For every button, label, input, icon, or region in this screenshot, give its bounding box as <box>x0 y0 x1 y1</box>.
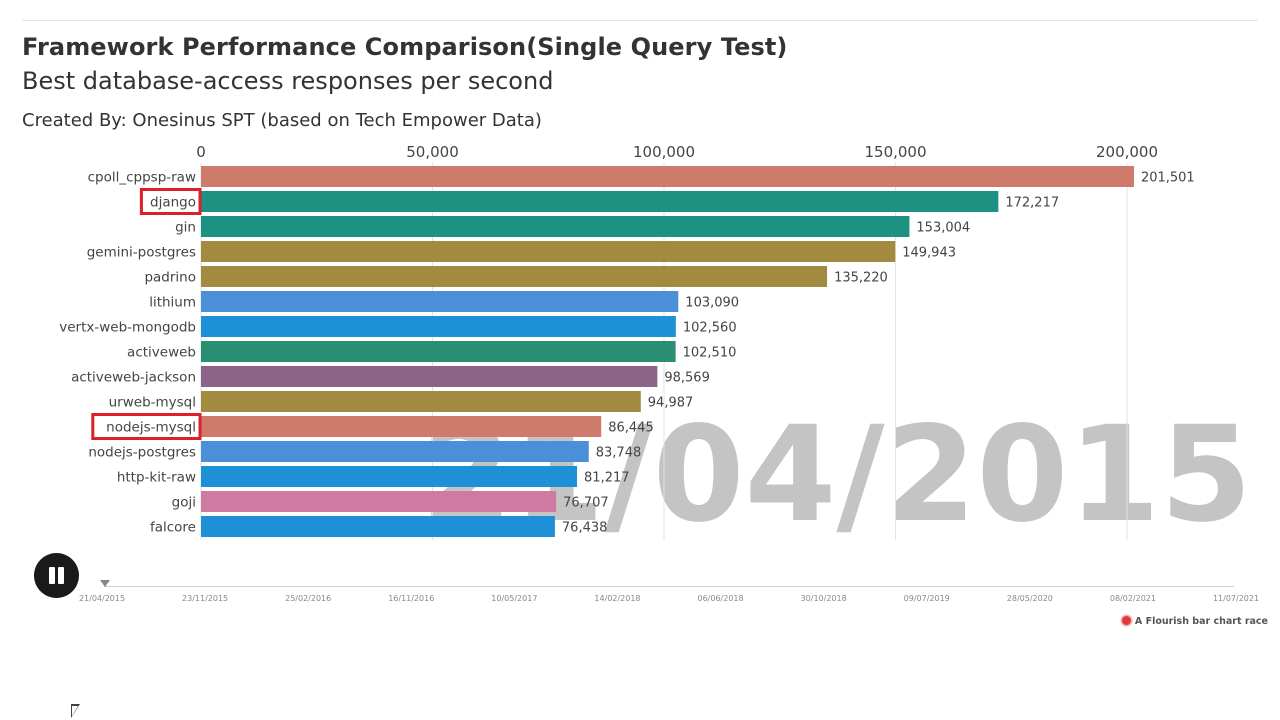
category-label: vertx-web-mongodb <box>59 320 196 336</box>
value-label: 102,510 <box>683 346 737 361</box>
chart-title: Framework Performance Comparison(Single … <box>22 33 788 61</box>
category-label: lithium <box>149 295 196 311</box>
category-label: gin <box>175 220 196 236</box>
category-label: cpoll_cppsp-raw <box>88 170 196 186</box>
timeline-date-label[interactable]: 30/10/2018 <box>800 594 847 603</box>
bar-gemini-postgres <box>201 241 896 262</box>
x-tick-label: 50,000 <box>406 143 459 161</box>
bar-django <box>201 191 999 212</box>
value-label: 98,569 <box>664 371 710 386</box>
bar-gin <box>201 216 910 237</box>
category-label: nodejs-mysql <box>106 420 196 436</box>
value-label: 153,004 <box>916 221 970 236</box>
value-label: 76,438 <box>562 521 608 536</box>
timeline-date-label[interactable]: 08/02/2021 <box>1109 594 1156 603</box>
x-tick-label: 150,000 <box>864 143 926 161</box>
timeline-track[interactable] <box>104 586 1234 587</box>
category-label: activeweb <box>127 345 196 361</box>
bar-activeweb <box>201 341 676 362</box>
bar-padrino <box>201 266 828 287</box>
bar-urweb-mysql <box>201 391 641 412</box>
timeline-handle[interactable] <box>100 580 110 587</box>
x-tick-label: 100,000 <box>633 143 695 161</box>
category-label: goji <box>172 495 196 511</box>
highlight-box-nodejs-mysql <box>91 413 202 440</box>
category-label: urweb-mysql <box>109 395 196 411</box>
value-label: 135,220 <box>834 271 888 286</box>
flourish-logo-icon <box>1121 616 1131 625</box>
timeline-date-label[interactable]: 25/02/2016 <box>285 594 332 603</box>
bar-cpoll_cppsp-raw <box>201 166 1134 187</box>
category-label: http-kit-raw <box>117 470 196 486</box>
category-label: activeweb-jackson <box>71 370 196 386</box>
bar-goji <box>201 491 557 512</box>
category-label: falcore <box>150 520 196 536</box>
category-label: django <box>150 195 196 211</box>
timeline-date-label[interactable]: 21/04/2015 <box>78 594 126 603</box>
bar-http-kit-raw <box>201 466 578 487</box>
timeline-date-label[interactable]: 06/06/2018 <box>697 594 744 603</box>
flourish-credit-text: A Flourish bar chart race <box>1134 616 1268 627</box>
chart-credit: Created By: Onesinus SPT (based on Tech … <box>22 110 542 131</box>
bar-vertx-web-mongodb <box>201 316 676 337</box>
bar-nodejs-postgres <box>201 441 589 462</box>
timeline-labels: 21/04/2015 23/11/2015 25/02/2016 16/11/2016… <box>0 594 1280 608</box>
value-label: 172,217 <box>1005 196 1059 211</box>
value-label: 201,501 <box>1141 171 1195 186</box>
value-label: 149,943 <box>902 246 956 261</box>
value-label: 76,707 <box>563 496 609 511</box>
pause-button[interactable] <box>34 553 79 598</box>
value-label: 102,560 <box>683 321 737 336</box>
timeline-date-label[interactable]: 11/07/2021 <box>1212 594 1260 603</box>
value-label: 94,987 <box>648 396 694 411</box>
value-label: 81,217 <box>584 471 630 486</box>
category-label: gemini-postgres <box>87 245 196 261</box>
highlight-box-django <box>139 188 202 215</box>
value-label: 86,445 <box>608 421 654 436</box>
timeline-date-label[interactable]: 10/05/2017 <box>491 594 538 603</box>
x-tick-label: 0 <box>196 143 206 161</box>
timeline-date-label[interactable]: 23/11/2015 <box>182 594 229 603</box>
x-tick-label: 200,000 <box>1096 143 1158 161</box>
top-divider <box>22 20 1258 21</box>
value-label: 103,090 <box>685 296 739 311</box>
category-label: padrino <box>144 270 196 286</box>
timeline-date-label[interactable]: 16/11/2016 <box>388 594 435 603</box>
bar-lithium <box>201 291 679 312</box>
chart-subtitle: Best database-access responses per secon… <box>22 67 554 95</box>
bar-nodejs-mysql <box>201 416 602 437</box>
bar-activeweb-jackson <box>201 366 658 387</box>
bar-falcore <box>201 516 555 537</box>
value-label: 83,748 <box>596 446 642 461</box>
timeline-date-label[interactable]: 14/02/2018 <box>594 594 641 603</box>
cursor-icon <box>71 704 80 718</box>
timeline-date-label[interactable]: 09/07/2019 <box>903 594 950 603</box>
flourish-credit-link[interactable]: A Flourish bar chart race <box>1121 616 1268 627</box>
timeline-date-label[interactable]: 28/05/2020 <box>1006 594 1053 603</box>
category-label: nodejs-postgres <box>88 445 196 461</box>
